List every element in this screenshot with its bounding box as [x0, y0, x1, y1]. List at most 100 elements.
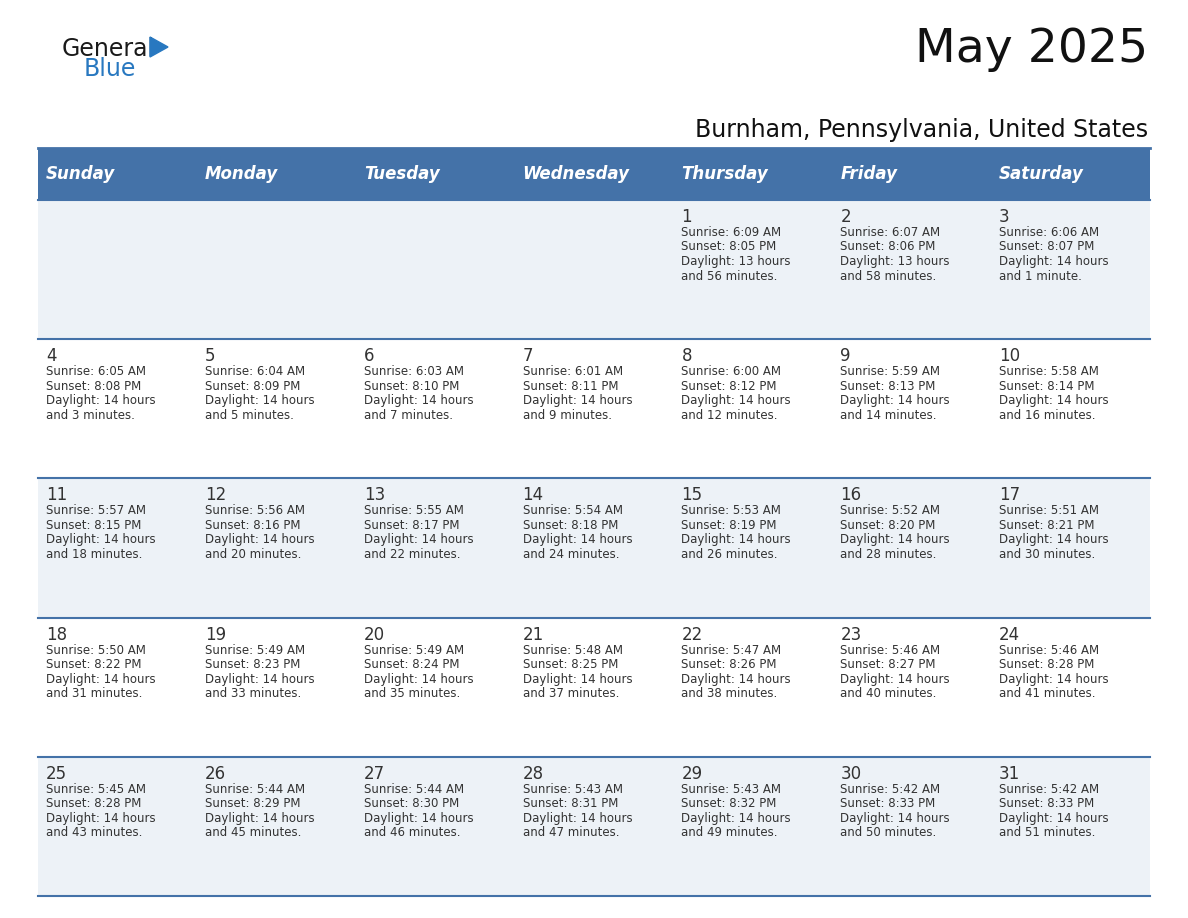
Bar	[38, 200, 197, 339]
Text: and 20 minutes.: and 20 minutes.	[204, 548, 302, 561]
Bar	[833, 756, 991, 896]
Text: and 46 minutes.: and 46 minutes.	[364, 826, 460, 839]
Text: Sunrise: 5:52 AM: Sunrise: 5:52 AM	[840, 504, 940, 518]
Text: 23: 23	[840, 625, 861, 644]
Text: 25: 25	[46, 765, 68, 783]
Text: Daylight: 14 hours: Daylight: 14 hours	[682, 812, 791, 824]
Text: Daylight: 14 hours: Daylight: 14 hours	[999, 812, 1108, 824]
Text: Sunrise: 6:01 AM: Sunrise: 6:01 AM	[523, 365, 623, 378]
Text: and 7 minutes.: and 7 minutes.	[364, 409, 453, 421]
Text: and 49 minutes.: and 49 minutes.	[682, 826, 778, 839]
Text: Daylight: 14 hours: Daylight: 14 hours	[46, 394, 156, 408]
Text: Sunrise: 5:47 AM: Sunrise: 5:47 AM	[682, 644, 782, 656]
Bar	[514, 618, 674, 756]
Text: Sunset: 8:30 PM: Sunset: 8:30 PM	[364, 798, 459, 811]
Text: Sunrise: 5:59 AM: Sunrise: 5:59 AM	[840, 365, 940, 378]
Text: 13: 13	[364, 487, 385, 504]
Text: Daylight: 14 hours: Daylight: 14 hours	[364, 394, 473, 408]
Text: Sunrise: 5:50 AM: Sunrise: 5:50 AM	[46, 644, 146, 656]
Text: 6: 6	[364, 347, 374, 365]
Text: and 35 minutes.: and 35 minutes.	[364, 687, 460, 700]
Text: 28: 28	[523, 765, 544, 783]
Bar	[355, 478, 514, 618]
Text: 3: 3	[999, 208, 1010, 226]
Text: Sunrise: 5:57 AM: Sunrise: 5:57 AM	[46, 504, 146, 518]
Text: Sunset: 8:10 PM: Sunset: 8:10 PM	[364, 380, 459, 393]
Text: Sunset: 8:31 PM: Sunset: 8:31 PM	[523, 798, 618, 811]
Text: Sunset: 8:06 PM: Sunset: 8:06 PM	[840, 241, 936, 253]
Text: and 1 minute.: and 1 minute.	[999, 270, 1082, 283]
Text: and 5 minutes.: and 5 minutes.	[204, 409, 293, 421]
Text: and 56 minutes.: and 56 minutes.	[682, 270, 778, 283]
Text: Sunrise: 6:09 AM: Sunrise: 6:09 AM	[682, 226, 782, 239]
Text: Daylight: 14 hours: Daylight: 14 hours	[204, 812, 315, 824]
Text: Daylight: 14 hours: Daylight: 14 hours	[523, 673, 632, 686]
Text: Sunrise: 5:49 AM: Sunrise: 5:49 AM	[204, 644, 305, 656]
Bar	[674, 339, 833, 478]
Text: Daylight: 14 hours: Daylight: 14 hours	[523, 533, 632, 546]
Text: Sunset: 8:13 PM: Sunset: 8:13 PM	[840, 380, 936, 393]
Text: and 24 minutes.: and 24 minutes.	[523, 548, 619, 561]
Bar	[674, 618, 833, 756]
Text: Sunset: 8:16 PM: Sunset: 8:16 PM	[204, 519, 301, 532]
Text: and 38 minutes.: and 38 minutes.	[682, 687, 778, 700]
Text: Sunset: 8:29 PM: Sunset: 8:29 PM	[204, 798, 301, 811]
Text: Sunset: 8:07 PM: Sunset: 8:07 PM	[999, 241, 1094, 253]
Bar	[38, 148, 1150, 200]
Text: General: General	[62, 37, 156, 61]
Bar	[833, 200, 991, 339]
Text: Sunset: 8:23 PM: Sunset: 8:23 PM	[204, 658, 301, 671]
Text: Sunset: 8:14 PM: Sunset: 8:14 PM	[999, 380, 1094, 393]
Text: and 12 minutes.: and 12 minutes.	[682, 409, 778, 421]
Text: and 50 minutes.: and 50 minutes.	[840, 826, 936, 839]
Text: Daylight: 14 hours: Daylight: 14 hours	[999, 673, 1108, 686]
Text: Monday: Monday	[204, 165, 278, 183]
Text: Sunrise: 5:42 AM: Sunrise: 5:42 AM	[840, 783, 941, 796]
Bar	[674, 478, 833, 618]
Bar	[674, 200, 833, 339]
Text: 26: 26	[204, 765, 226, 783]
Bar	[833, 618, 991, 756]
Text: Sunrise: 5:55 AM: Sunrise: 5:55 AM	[364, 504, 463, 518]
Text: 18: 18	[46, 625, 68, 644]
Text: 19: 19	[204, 625, 226, 644]
Text: Sunrise: 6:05 AM: Sunrise: 6:05 AM	[46, 365, 146, 378]
Text: Daylight: 14 hours: Daylight: 14 hours	[204, 394, 315, 408]
Text: Sunrise: 6:07 AM: Sunrise: 6:07 AM	[840, 226, 941, 239]
Text: Daylight: 14 hours: Daylight: 14 hours	[46, 812, 156, 824]
Bar	[514, 200, 674, 339]
Text: 16: 16	[840, 487, 861, 504]
Text: Sunset: 8:17 PM: Sunset: 8:17 PM	[364, 519, 460, 532]
Text: and 47 minutes.: and 47 minutes.	[523, 826, 619, 839]
Text: and 37 minutes.: and 37 minutes.	[523, 687, 619, 700]
Text: Sunrise: 5:48 AM: Sunrise: 5:48 AM	[523, 644, 623, 656]
Text: Thursday: Thursday	[682, 165, 769, 183]
Text: 5: 5	[204, 347, 215, 365]
Text: Daylight: 14 hours: Daylight: 14 hours	[204, 533, 315, 546]
Text: Sunset: 8:15 PM: Sunset: 8:15 PM	[46, 519, 141, 532]
Text: 12: 12	[204, 487, 226, 504]
Bar	[991, 200, 1150, 339]
Text: and 14 minutes.: and 14 minutes.	[840, 409, 937, 421]
Bar	[991, 478, 1150, 618]
Text: Sunrise: 5:43 AM: Sunrise: 5:43 AM	[523, 783, 623, 796]
Text: Tuesday: Tuesday	[364, 165, 440, 183]
Bar	[514, 339, 674, 478]
Text: Sunset: 8:20 PM: Sunset: 8:20 PM	[840, 519, 936, 532]
Text: and 18 minutes.: and 18 minutes.	[46, 548, 143, 561]
Polygon shape	[150, 37, 168, 57]
Text: 15: 15	[682, 487, 702, 504]
Bar	[355, 200, 514, 339]
Text: and 58 minutes.: and 58 minutes.	[840, 270, 936, 283]
Bar	[355, 339, 514, 478]
Text: Sunset: 8:09 PM: Sunset: 8:09 PM	[204, 380, 301, 393]
Bar	[514, 478, 674, 618]
Text: Daylight: 14 hours: Daylight: 14 hours	[840, 673, 950, 686]
Text: Daylight: 14 hours: Daylight: 14 hours	[840, 533, 950, 546]
Text: and 28 minutes.: and 28 minutes.	[840, 548, 936, 561]
Text: Daylight: 14 hours: Daylight: 14 hours	[682, 673, 791, 686]
Bar	[991, 618, 1150, 756]
Bar	[197, 756, 355, 896]
Text: 11: 11	[46, 487, 68, 504]
Text: Sunrise: 5:43 AM: Sunrise: 5:43 AM	[682, 783, 782, 796]
